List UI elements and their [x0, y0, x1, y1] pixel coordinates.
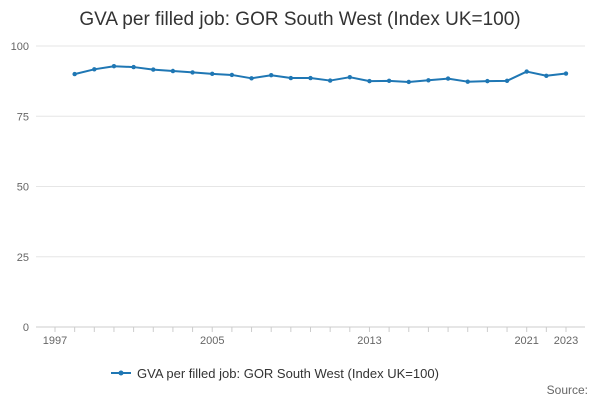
x-tick-label: 2023: [554, 335, 578, 347]
data-point[interactable]: [210, 71, 215, 77]
x-tick-label: 2021: [514, 335, 538, 347]
data-point[interactable]: [563, 71, 569, 76]
source-label: Source:: [547, 383, 588, 397]
x-axis-tick-labels: 1997 2005 2013 2021 2023: [43, 335, 578, 347]
legend[interactable]: GVA per filled job: GOR South West (Inde…: [111, 366, 439, 381]
legend-label: GVA per filled job: GOR South West (Inde…: [137, 366, 439, 381]
data-point[interactable]: [72, 71, 77, 77]
data-point[interactable]: [485, 78, 490, 84]
y-tick-label: 50: [17, 182, 29, 194]
data-point[interactable]: [229, 72, 235, 78]
series-group: [72, 64, 569, 85]
x-tick-label: 2005: [200, 335, 224, 347]
data-point[interactable]: [170, 68, 176, 74]
data-point[interactable]: [268, 73, 274, 78]
data-point[interactable]: [465, 79, 470, 84]
data-point[interactable]: [131, 64, 136, 70]
y-tick-label: 100: [11, 41, 29, 53]
y-tick-label: 0: [23, 322, 29, 334]
y-axis-tick-labels: 0 25 50 75 100: [11, 41, 29, 334]
data-point[interactable]: [426, 78, 431, 83]
x-axis: [36, 326, 585, 332]
data-point[interactable]: [406, 79, 411, 85]
data-point[interactable]: [544, 73, 549, 78]
data-point[interactable]: [308, 75, 313, 81]
chart-title: GVA per filled job: GOR South West (Inde…: [79, 9, 520, 30]
series-line-0: [74, 65, 567, 83]
data-point[interactable]: [151, 67, 156, 72]
y-tick-label: 25: [17, 252, 29, 264]
data-point[interactable]: [367, 78, 372, 84]
x-tick-label: 2013: [357, 335, 381, 347]
grid-lines: [36, 45, 585, 258]
data-point[interactable]: [190, 70, 195, 75]
data-point[interactable]: [445, 76, 451, 81]
legend-marker-swatch: [118, 370, 124, 376]
data-point[interactable]: [288, 75, 294, 81]
data-point[interactable]: [92, 67, 97, 72]
data-point[interactable]: [524, 69, 529, 74]
y-tick-label: 75: [17, 111, 29, 123]
data-point[interactable]: [249, 76, 254, 81]
data-point[interactable]: [111, 64, 117, 69]
data-point[interactable]: [504, 78, 510, 84]
data-point[interactable]: [386, 78, 392, 84]
data-point[interactable]: [327, 78, 333, 83]
data-point[interactable]: [347, 74, 353, 80]
x-tick-label: 1997: [43, 335, 67, 347]
